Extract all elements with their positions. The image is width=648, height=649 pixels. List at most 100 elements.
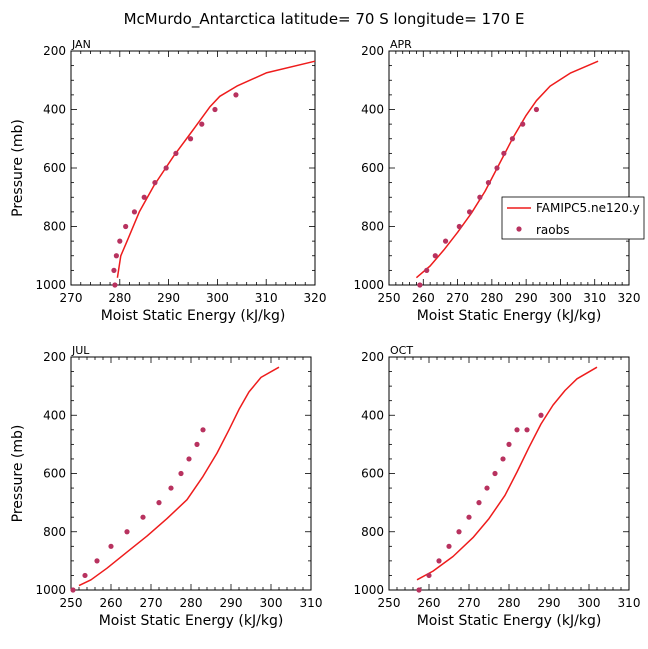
raobs-point — [509, 136, 516, 142]
y-tick-label: 200 — [43, 44, 66, 58]
raobs-point — [163, 165, 169, 171]
plot-frame-oct — [388, 356, 630, 591]
raobs-point — [82, 572, 88, 579]
raobs-point — [187, 136, 194, 142]
raobs-point — [501, 150, 507, 156]
raobs-point — [168, 485, 174, 491]
x-tick-label: 320 — [304, 291, 327, 305]
x-tick-label: 310 — [618, 596, 641, 610]
raobs-point — [186, 456, 192, 462]
x-tick-label: 300 — [206, 291, 229, 305]
panel-jul: 250 260 270 280 290 300 310 200 400 600 800 1000 JUL… — [10, 344, 322, 629]
x-tick-label: 300 — [549, 291, 572, 305]
x-tick-label: 260 — [418, 596, 441, 610]
raobs-point — [446, 543, 452, 549]
model-line-oct — [416, 366, 598, 581]
raobs-point — [212, 106, 218, 113]
plot-frame-apr — [388, 50, 630, 286]
y-tick-label: 600 — [43, 467, 66, 481]
x-axis-title: Moist Static Energy (kJ/kg) — [101, 308, 286, 324]
raobs-point — [173, 150, 179, 156]
plot-frame-jul — [70, 356, 312, 591]
x-tick-label: 270 — [446, 291, 469, 305]
raobs-point — [476, 500, 482, 506]
legend-raobs-swatch — [516, 226, 522, 232]
raobs-point — [111, 267, 117, 273]
y-tick-label: 400 — [43, 103, 66, 117]
raobs-point — [200, 427, 206, 433]
y-axis-title: Pressure (mb) — [10, 425, 26, 523]
raobs-point — [533, 106, 540, 113]
raobs-point — [199, 121, 205, 127]
raobs-point — [432, 253, 438, 259]
raobs-point — [424, 267, 430, 273]
y-tick-label: 800 — [43, 525, 66, 539]
x-tick-label: 250 — [378, 596, 401, 610]
legend-raobs-label: raobs — [536, 223, 570, 237]
panel-jan: 270 280 290 300 310 320 200 400 600 800 1000 JAN Moi… — [10, 38, 326, 324]
raobs-point — [500, 456, 506, 462]
raobs-point — [426, 572, 432, 579]
x-tick-label: 260 — [100, 596, 123, 610]
x-tick-label: 290 — [538, 596, 561, 610]
y-tick-label: 400 — [361, 408, 384, 422]
panel-apr: 250 260 270 280 290 300 310 320 200 400 600 800 1000… — [353, 38, 640, 324]
y-tick-label: 1000 — [35, 583, 66, 597]
x-tick-label: 280 — [108, 291, 131, 305]
raobs-point — [466, 209, 473, 215]
raobs-point — [466, 514, 472, 520]
y-tick-label: 1000 — [353, 278, 384, 292]
x-axis-title: Moist Static Energy (kJ/kg) — [417, 308, 602, 324]
y-tick-label: 400 — [361, 103, 384, 117]
model-line-jan — [116, 60, 316, 278]
x-tick-label: 260 — [412, 291, 435, 305]
raobs-point — [494, 165, 500, 171]
raobs-point — [538, 412, 544, 418]
raobs-point — [416, 587, 422, 593]
x-axis-title: Moist Static Energy (kJ/kg) — [99, 613, 284, 629]
raobs-point — [436, 558, 442, 564]
raobs-point — [456, 529, 462, 535]
raobs-point — [477, 194, 483, 200]
raobs-point — [233, 92, 239, 98]
raobs-point — [194, 441, 200, 447]
raobs-point — [94, 558, 100, 564]
plot-frame-jan — [70, 50, 316, 286]
raobs-point — [124, 529, 130, 535]
raobs-point — [141, 194, 147, 200]
raobs-point — [108, 543, 114, 549]
x-tick-label: 270 — [60, 291, 83, 305]
x-tick-label: 280 — [498, 596, 521, 610]
raobs-point — [131, 209, 138, 215]
y-tick-label: 200 — [361, 350, 384, 364]
x-tick-label: 310 — [255, 291, 278, 305]
x-tick-label: 290 — [220, 596, 243, 610]
raobs-point — [140, 514, 146, 520]
x-tick-label: 300 — [260, 596, 283, 610]
panel-oct: 250 260 270 280 290 300 310 200 400 600 800 1000 OCT… — [353, 344, 640, 629]
raobs-point — [156, 500, 162, 506]
x-tick-label: 290 — [157, 291, 180, 305]
panel-label-apr: APR — [390, 38, 412, 51]
legend-box — [501, 196, 645, 240]
figure-title: McMurdo_Antarctica latitude= 70 S longit… — [124, 10, 525, 29]
x-tick-label: 250 — [378, 291, 401, 305]
raobs-point — [442, 238, 449, 244]
x-tick-label: 310 — [583, 291, 606, 305]
y-tick-label: 200 — [361, 44, 384, 58]
y-tick-label: 800 — [361, 220, 384, 234]
x-tick-label: 320 — [618, 291, 641, 305]
raobs-point — [514, 427, 520, 433]
raobs-point — [123, 223, 129, 230]
raobs-point — [456, 223, 462, 230]
y-axis-title: Pressure (mb) — [10, 119, 26, 217]
raobs-point — [485, 180, 492, 186]
legend-model-label: FAMIPC5.ne120.y — [536, 201, 640, 215]
model-line-jul — [78, 366, 280, 587]
raobs-point — [70, 587, 76, 593]
raobs-point — [484, 485, 490, 491]
x-tick-label: 290 — [515, 291, 538, 305]
model-line-apr — [415, 60, 599, 279]
panels: 270 280 290 300 310 320 200 400 600 800 1000 JAN Moi… — [10, 38, 640, 629]
